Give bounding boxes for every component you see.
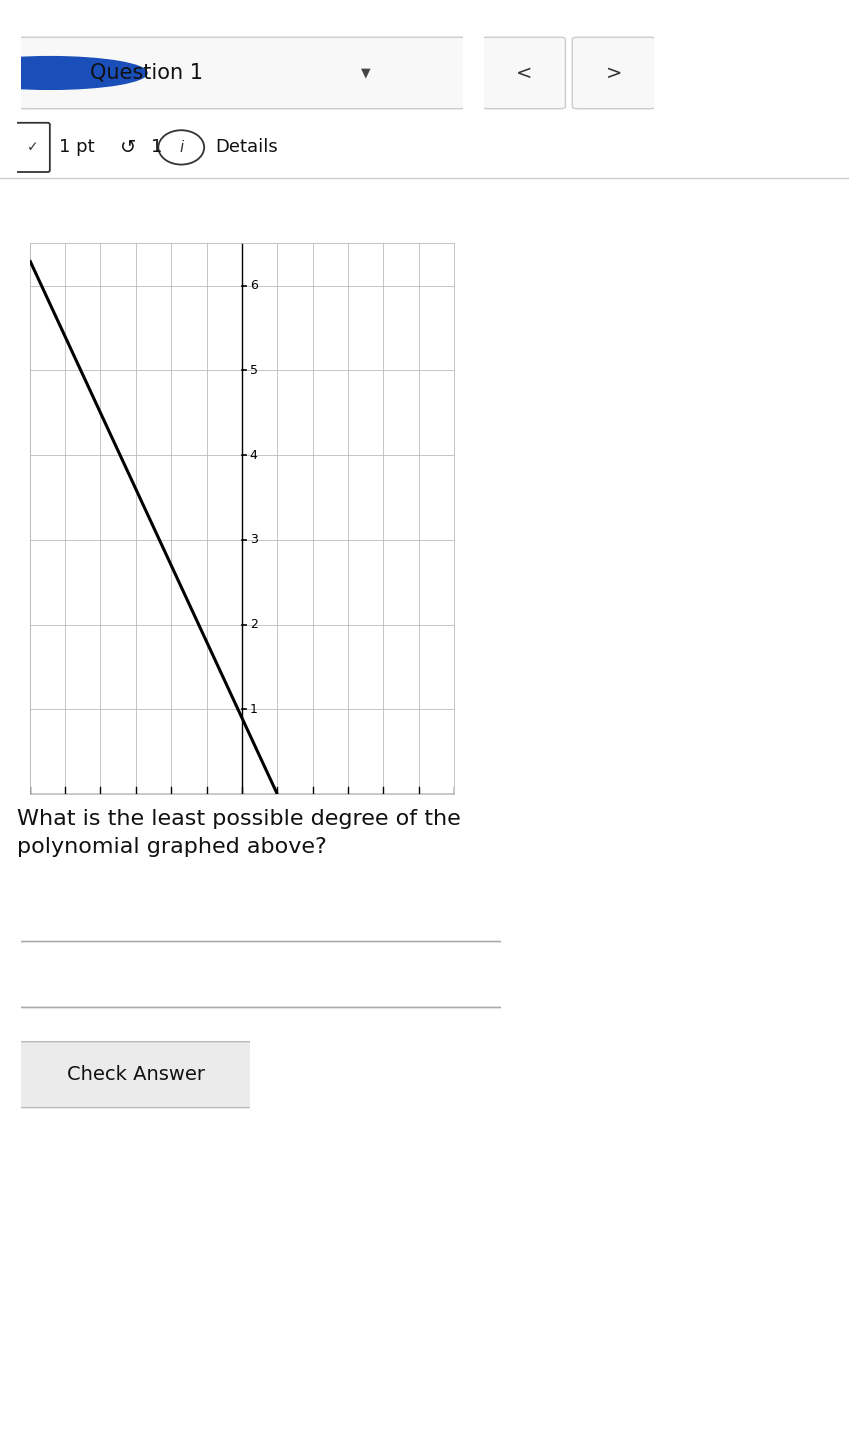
Text: 1: 1 [151, 139, 162, 156]
FancyBboxPatch shape [482, 37, 565, 109]
Text: ↺: ↺ [121, 137, 137, 157]
Text: What is the least possible degree of the
polynomial graphed above?: What is the least possible degree of the… [17, 809, 461, 857]
Text: Check Answer: Check Answer [67, 1065, 205, 1085]
Text: ✓: ✓ [26, 140, 38, 155]
FancyBboxPatch shape [13, 37, 471, 109]
Text: 4: 4 [250, 449, 257, 462]
Text: ▼: ▼ [361, 66, 370, 80]
FancyBboxPatch shape [572, 37, 655, 109]
FancyBboxPatch shape [9, 942, 513, 1007]
Circle shape [0, 57, 147, 89]
FancyBboxPatch shape [14, 123, 50, 172]
Circle shape [158, 130, 205, 165]
Text: 1: 1 [250, 703, 257, 716]
Text: Details: Details [216, 139, 278, 156]
Text: >: > [605, 63, 622, 83]
Text: <: < [515, 63, 532, 83]
Text: 1 pt: 1 pt [59, 139, 94, 156]
Text: Question 1: Question 1 [90, 63, 203, 83]
Text: 2: 2 [250, 618, 257, 631]
Text: i: i [179, 140, 183, 155]
Text: 3: 3 [250, 534, 257, 547]
FancyBboxPatch shape [15, 1042, 256, 1108]
Text: 6: 6 [250, 279, 257, 292]
Text: 5: 5 [250, 363, 258, 376]
